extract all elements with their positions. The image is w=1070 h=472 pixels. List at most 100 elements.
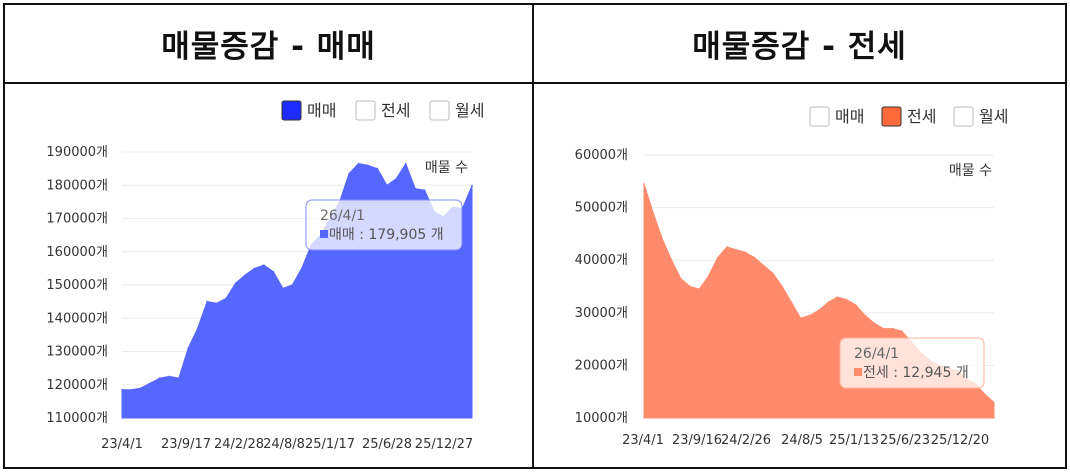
data-point [670,259,673,262]
x-tick-label: 25/6/28 [362,437,412,452]
x-tick-label: 24/8/8 [263,437,305,452]
panel-title-jeonse: 매물증감 - 전세 [692,29,907,65]
data-point [405,162,407,165]
x-tick-label: 23/9/17 [161,437,211,452]
sale-chart: 110000개 120000개 130000개 140000개 150000개 16000… [46,100,484,452]
data-point [206,300,208,303]
tooltip-value: 전세 : 12,945 개 [863,365,969,381]
data-point [753,256,756,259]
data-point [386,184,388,187]
data-point [121,388,123,391]
x-tick-label: 23/4/1 [101,437,143,452]
tooltip-date: 26/4/1 [854,346,899,362]
data-point [149,382,152,384]
data-point [140,387,142,389]
legend-swatch-전세[interactable] [881,106,902,127]
data-point [643,183,645,185]
legend-label-전세: 전세 [907,107,936,126]
legend-label-월세: 월세 [979,107,1008,126]
data-point [882,327,885,330]
legend-label-월세: 월세 [455,101,484,120]
data-point [282,287,284,290]
panel-divider [532,3,534,469]
legend-label-매매: 매매 [307,101,336,120]
data-point [234,282,237,285]
x-tick-label: 23/4/1 [622,433,664,448]
panel-title-sale: 매물증감 - 매매 [161,29,376,65]
data-point [168,375,171,378]
data-point [225,297,227,300]
legend-swatch-매매[interactable] [809,106,830,127]
data-point [827,301,829,304]
y-tick-label: 190000개 [46,145,108,160]
data-point [244,274,246,276]
data-point [680,277,682,280]
legend-swatch-월세[interactable] [953,106,974,127]
data-point [423,189,426,191]
data-point [836,296,839,298]
tooltip-date: 26/4/1 [320,208,365,224]
legend-swatch-전세[interactable] [355,100,376,121]
x-tick-label: 25/1/17 [305,437,355,452]
outer-frame [3,3,1067,469]
data-point [178,377,180,379]
data-point [855,304,857,306]
data-point [901,330,903,333]
legend-label-매매: 매매 [835,107,864,126]
y-tick-label: 30000개 [575,306,628,321]
data-point [818,309,820,312]
header-divider [3,82,1067,84]
data-point [891,327,894,330]
data-point [772,272,774,275]
data-point [471,184,473,187]
data-point [809,314,811,317]
y-tick-label: 160000개 [46,245,108,260]
data-point [196,327,199,330]
data-point [735,248,737,251]
data-point [652,212,654,214]
data-point [159,377,161,379]
data-point [253,267,256,270]
tooltip-box [839,337,985,389]
data-point [984,393,986,396]
data-point [130,388,133,391]
series-label: 매물 수 [949,163,992,179]
legend-swatch-매매[interactable] [281,100,302,121]
x-tick-label: 25/12/20 [931,433,989,448]
data-point [661,238,664,240]
data-point [395,177,398,180]
x-tick-label: 24/2/28 [214,437,264,452]
series-label: 매물 수 [425,160,468,176]
data-point [414,187,417,190]
legend-label-전세: 전세 [381,101,410,120]
data-point [215,302,218,305]
data-point [845,298,848,301]
y-tick-label: 150000개 [46,278,108,293]
x-tick-label: 24/8/5 [781,433,823,448]
data-point [707,275,710,277]
data-point [744,251,747,254]
y-tick-label: 50000개 [575,201,628,216]
data-point [348,172,350,175]
data-point [762,264,765,267]
y-tick-label: 180000개 [46,178,108,193]
data-point [716,256,719,259]
y-tick-label: 170000개 [46,212,108,227]
data-point [864,314,866,317]
x-tick-label: 23/9/16 [672,433,722,448]
y-tick-label: 120000개 [46,378,108,393]
data-point [291,284,294,286]
data-point [726,246,728,248]
tooltip-swatch [320,230,328,238]
x-tick-label: 25/6/23 [880,433,930,448]
tooltip-swatch [854,368,862,376]
y-tick-label: 130000개 [46,345,108,360]
x-tick-label: 25/12/27 [415,437,473,452]
data-point [698,288,701,290]
data-point [263,264,265,266]
data-point [367,164,369,167]
legend-swatch-월세[interactable] [429,100,450,121]
tooltip-value: 매매 : 179,905 개 [329,227,444,243]
data-point [187,347,189,350]
